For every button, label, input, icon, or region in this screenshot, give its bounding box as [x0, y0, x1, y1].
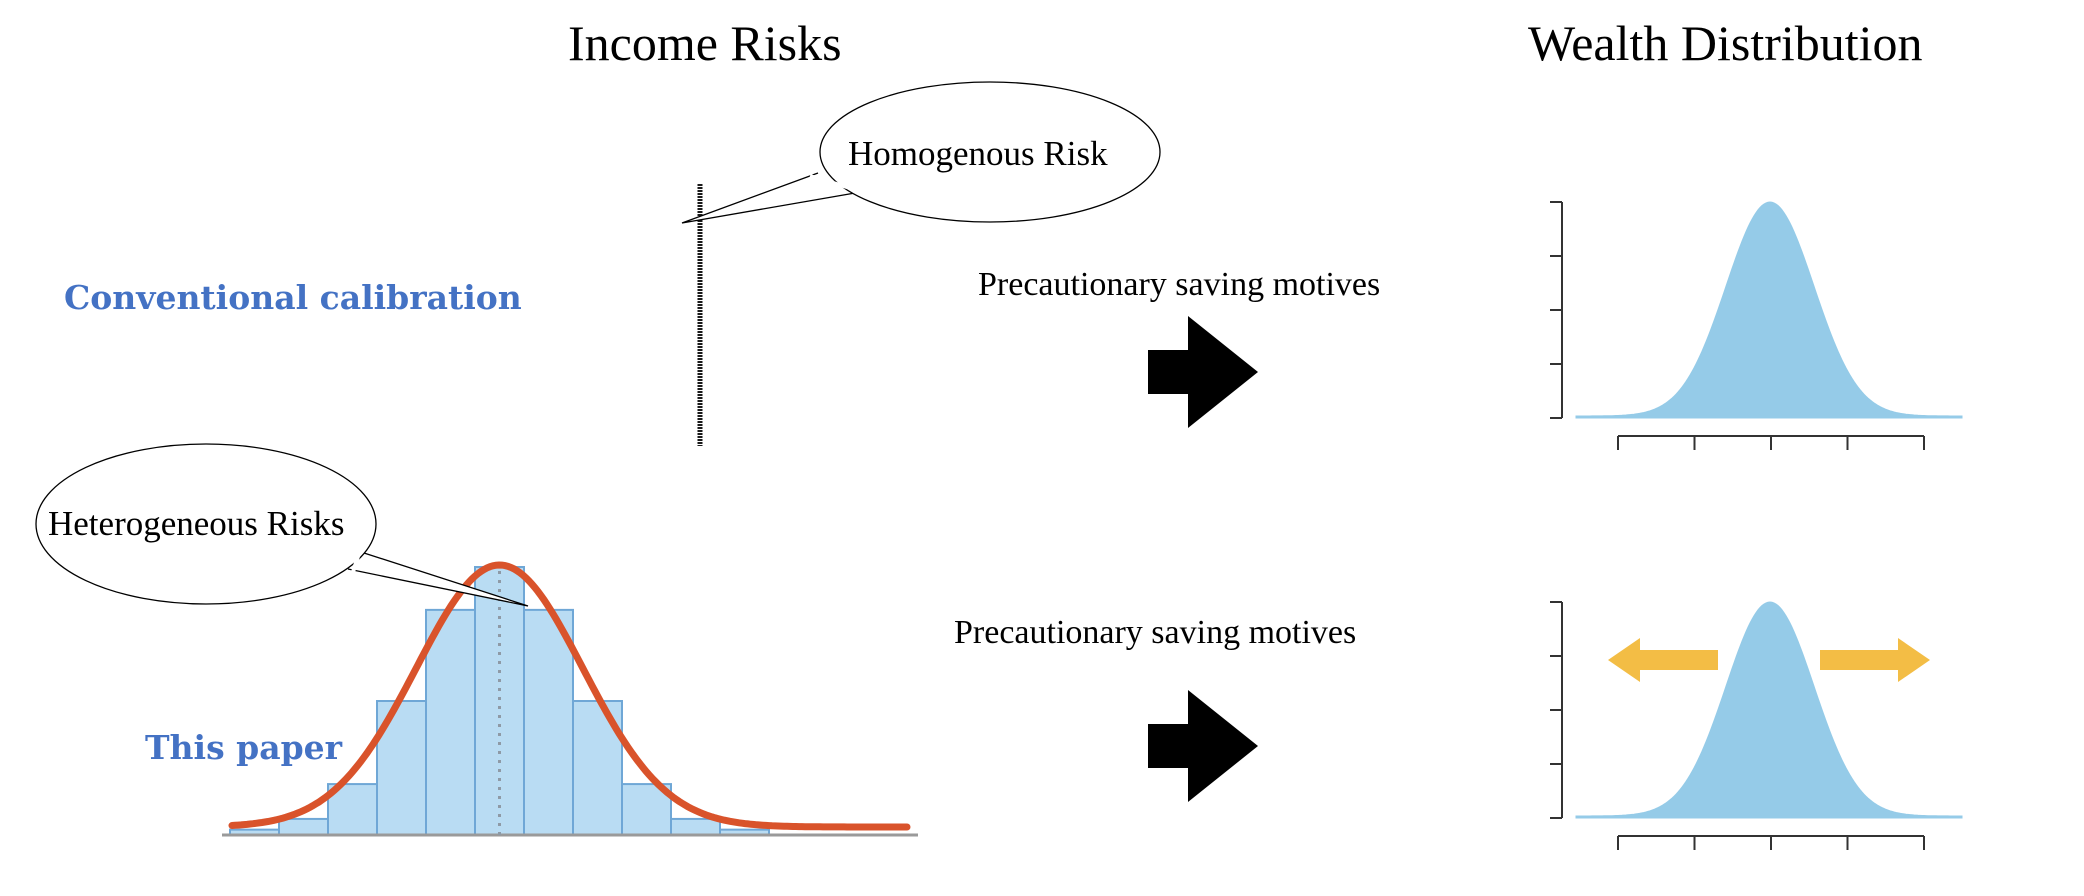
arrow-right-icon: [1820, 638, 1930, 682]
histogram-bar: [278, 817, 329, 837]
homogenous-risk-bubble: [681, 81, 1161, 224]
histogram-bar: [670, 817, 721, 837]
income-risk-histogram: [222, 561, 918, 837]
histogram-bar: [474, 566, 525, 836]
arrow-left-icon: [1608, 638, 1718, 682]
homogenous-risk-bubble-text: Homogenous Risk: [848, 134, 1108, 173]
conventional-calibration-label: Conventional calibration: [64, 278, 522, 317]
normal-curve: [228, 561, 911, 831]
histogram-bar: [523, 608, 574, 836]
wealth-distribution-top: [1550, 201, 1963, 450]
wealth-distribution-heading: Wealth Distribution: [1528, 15, 1923, 71]
arrow-right-icon: [1148, 690, 1258, 802]
heterogeneous-risks-bubble: [35, 443, 529, 607]
this-paper-label: This paper: [145, 728, 343, 767]
precautionary-saving-text-top: Precautionary saving motives: [978, 266, 1381, 303]
wealth-density: [1575, 601, 1963, 819]
arrow-right-icon: [1148, 316, 1258, 428]
histogram-bar: [425, 608, 476, 836]
wealth-density: [1575, 201, 1963, 419]
heterogeneous-risks-bubble-text: Heterogeneous Risks: [48, 504, 345, 543]
precautionary-saving-text-bottom: Precautionary saving motives: [954, 614, 1357, 651]
homogeneous-risk-line: [697, 184, 703, 446]
income-risks-heading: Income Risks: [568, 15, 842, 71]
wealth-distribution-bottom: [1550, 601, 1963, 850]
